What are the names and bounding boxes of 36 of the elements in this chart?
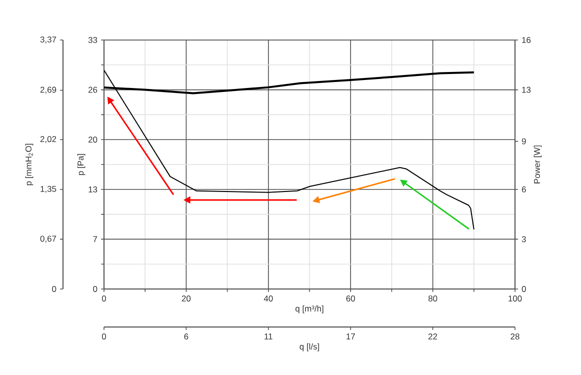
- y2-tick-label: 13: [522, 86, 531, 93]
- y3-tick-label: 3,37: [40, 36, 56, 44]
- y-tick-label: 7: [93, 236, 98, 242]
- x2-tick-label: 28: [510, 334, 520, 340]
- y3-tick-label: 2,02: [40, 136, 56, 144]
- y3-tick-label: 0,67: [40, 236, 56, 243]
- x-tick-label: 40: [264, 296, 273, 302]
- x-tick-label: 100: [508, 296, 522, 302]
- y3-tick-label: 2,69: [40, 86, 56, 94]
- y-tick-label: 0: [93, 286, 98, 292]
- x-tick-label: 0: [102, 296, 106, 302]
- x2-tick-label: 11: [264, 334, 272, 340]
- y-axis-title: p [Pa]: [77, 154, 86, 176]
- x2-tick-label: 22: [428, 334, 438, 340]
- x-tick-label: 20: [182, 296, 191, 302]
- x2-tick-label: 0: [102, 334, 106, 340]
- y2-axis-title: Power [W]: [534, 146, 542, 184]
- x2-tick-label: 6: [184, 334, 188, 340]
- y-tick-label: 20: [88, 136, 98, 143]
- x2-tick-label: 17: [346, 334, 355, 340]
- line-series: [104, 70, 474, 230]
- x-tick-label: 80: [428, 296, 438, 302]
- x-axis-title: q [m³/h]: [296, 305, 324, 314]
- y-tick-label: 26: [88, 86, 98, 93]
- y-tick-label: 33: [88, 37, 98, 43]
- y2-tick-label: 16: [522, 37, 531, 43]
- x-tick-label: 60: [346, 296, 355, 302]
- y2-tick-label: 6: [522, 186, 526, 192]
- y3-axis-title: p [mmH$_{2}$O]: [25, 144, 34, 186]
- y3-tick-label: 0: [52, 286, 56, 292]
- y2-tick-label: 0: [522, 286, 526, 292]
- y2-tick-label: 3: [522, 236, 526, 242]
- x2-axis-title: q [l/s]: [300, 343, 320, 352]
- y2-tick-label: 9: [522, 138, 526, 144]
- y-tick-label: 13: [88, 186, 98, 192]
- y3-tick-label: 1,35: [40, 186, 56, 193]
